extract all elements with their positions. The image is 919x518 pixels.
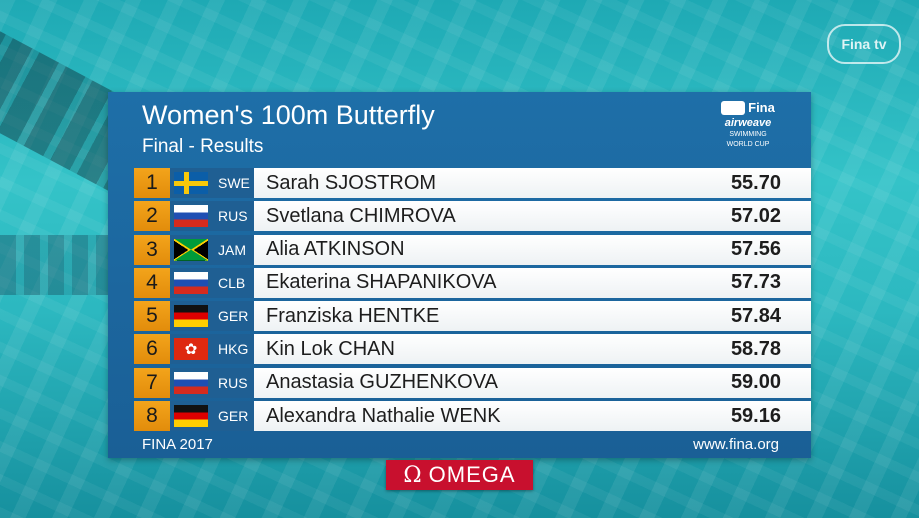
nation-cell: JAM — [170, 234, 254, 265]
country-code: RUS — [218, 374, 248, 391]
flag-jamaica-icon — [174, 238, 208, 261]
rank: 1 — [134, 168, 170, 198]
athlete-name: Anastasia GUZHENKOVA — [266, 371, 498, 394]
country-code: GER — [218, 308, 249, 325]
athlete-cell: Alia ATKINSON 57.56 — [254, 234, 811, 265]
fina-wave-icon — [721, 100, 746, 115]
fina-mark: Fina — [717, 100, 779, 115]
result-row: 8 GER Alexandra Nathalie WENK 59.16 — [134, 401, 811, 432]
rank: 4 — [134, 267, 170, 298]
country-code: JAM — [218, 241, 246, 258]
rank: 6 — [134, 334, 170, 365]
country-code: HKG — [218, 341, 249, 358]
omega-icon: Ω — [403, 462, 423, 488]
omega-sponsor-banner: Ω OMEGA — [386, 460, 533, 490]
brand-small-line2: WORLD CUP — [726, 141, 770, 148]
channel-logo-text: Fina tv — [841, 36, 887, 52]
rank: 7 — [134, 367, 170, 398]
footer-url: www.fina.org — [693, 435, 779, 453]
nation-cell: GER — [170, 401, 254, 432]
athlete-name: Svetlana CHIMROVA — [266, 204, 456, 227]
athlete-cell: Ekaterina SHAPANIKOVA 57.73 — [254, 267, 811, 298]
athlete-name: Kin Lok CHAN — [266, 337, 395, 360]
lane-rope — [0, 235, 110, 295]
result-time: 59.16 — [730, 404, 781, 427]
flag-russia-icon — [174, 371, 208, 394]
nation-cell: RUS — [170, 367, 254, 398]
results-board: Women's 100m Butterfly Final - Results F… — [108, 92, 811, 458]
channel-logo: Fina tv — [827, 24, 901, 64]
result-row: 3 JAM Alia ATKINSON 57.56 — [134, 234, 811, 265]
brand-sub-text: airweave — [724, 117, 772, 129]
nation-cell: SWE — [170, 168, 254, 198]
result-row: 7 RUS Anastasia GUZHENKOVA 59.00 — [134, 367, 811, 398]
flag-germany-icon — [174, 405, 208, 428]
fina-brand-logo: Fina airweave SWIMMING WORLD CUP — [717, 100, 779, 149]
flag-sweden-icon — [174, 172, 208, 194]
results-list: 1 SWE Sarah SJOSTROM 55.70 2 RUS Svetlan… — [134, 168, 811, 434]
athlete-name: Sarah SJOSTROM — [266, 171, 437, 194]
athlete-name: Alexandra Nathalie WENK — [266, 404, 501, 427]
event-subtitle: Final - Results — [142, 136, 264, 157]
board-header: Women's 100m Butterfly Final - Results F… — [108, 92, 811, 166]
athlete-cell: Alexandra Nathalie WENK 59.16 — [254, 401, 811, 432]
brand-small-line1: SWIMMING — [729, 131, 767, 138]
country-code: SWE — [218, 175, 250, 191]
result-row: 2 RUS Svetlana CHIMROVA 57.02 — [134, 201, 811, 232]
sponsor-text: OMEGA — [428, 462, 516, 487]
athlete-name: Alia ATKINSON — [266, 238, 405, 261]
athlete-name: Ekaterina SHAPANIKOVA — [266, 271, 497, 294]
nation-cell: ✿ HKG — [170, 334, 254, 365]
country-code: CLB — [218, 274, 246, 291]
nation-cell: CLB — [170, 267, 254, 298]
result-time: 59.00 — [730, 371, 781, 394]
board-footer: FINA 2017 www.fina.org — [108, 430, 811, 458]
country-code: GER — [218, 408, 249, 425]
result-time: 57.73 — [730, 271, 781, 294]
event-title: Women's 100m Butterfly — [142, 100, 435, 130]
flag-russia-icon — [174, 271, 208, 294]
flag-hong-kong-icon: ✿ — [174, 338, 208, 361]
rank: 2 — [134, 201, 170, 232]
result-row: 1 SWE Sarah SJOSTROM 55.70 — [134, 168, 811, 198]
flag-germany-icon — [174, 305, 208, 328]
athlete-cell: Svetlana CHIMROVA 57.02 — [254, 201, 811, 232]
athlete-cell: Anastasia GUZHENKOVA 59.00 — [254, 367, 811, 398]
result-time: 57.02 — [730, 204, 781, 227]
result-time: 55.70 — [730, 171, 781, 194]
nation-cell: GER — [170, 301, 254, 332]
result-row: 4 CLB Ekaterina SHAPANIKOVA 57.73 — [134, 267, 811, 298]
result-row: 5 GER Franziska HENTKE 57.84 — [134, 301, 811, 332]
result-time: 57.56 — [730, 238, 781, 261]
result-time: 58.78 — [730, 337, 781, 360]
rank: 5 — [134, 301, 170, 332]
athlete-cell: Sarah SJOSTROM 55.70 — [254, 168, 811, 198]
country-code: RUS — [218, 208, 248, 225]
athlete-cell: Kin Lok CHAN 58.78 — [254, 334, 811, 365]
result-row: 6 ✿ HKG Kin Lok CHAN 58.78 — [134, 334, 811, 365]
nation-cell: RUS — [170, 201, 254, 232]
rank: 8 — [134, 401, 170, 432]
flag-russia-icon — [174, 205, 208, 228]
athlete-cell: Franziska HENTKE 57.84 — [254, 301, 811, 332]
athlete-name: Franziska HENTKE — [266, 304, 440, 327]
rank: 3 — [134, 234, 170, 265]
result-time: 57.84 — [730, 304, 781, 327]
fina-mark-text: Fina — [748, 100, 775, 115]
footer-left-text: FINA 2017 — [142, 435, 213, 453]
